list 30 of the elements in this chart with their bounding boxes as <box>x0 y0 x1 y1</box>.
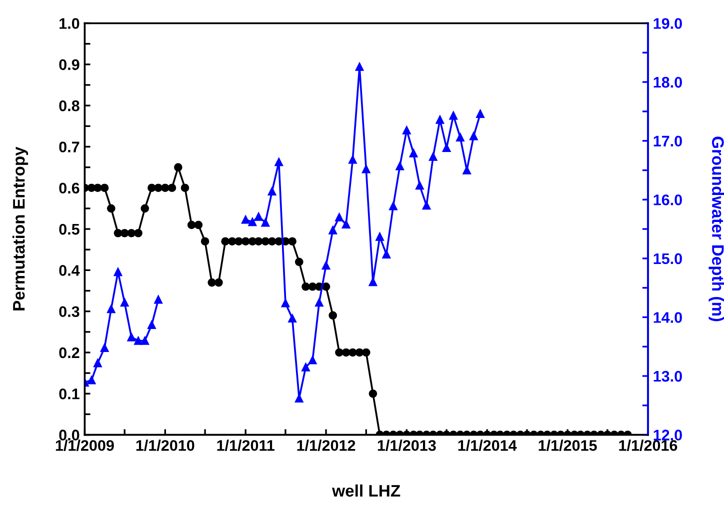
y2-tick-label: 15.0 <box>654 253 682 264</box>
y-axis-title: Permutation Entropy <box>12 146 28 310</box>
y2-tick-label: 17.0 <box>654 136 682 147</box>
y2-tick-label: 13.0 <box>654 370 682 382</box>
y-tick-label: 1.0 <box>60 18 80 29</box>
y2-tick-label: 16.0 <box>654 194 682 206</box>
y-tick-label: 0.6 <box>59 182 80 194</box>
y-tick-label: 0.0 <box>59 430 80 440</box>
y-tick-label: 0.7 <box>59 142 80 152</box>
y-tick-label: 0.4 <box>59 265 80 276</box>
x-tick-label: 1/1/2012 <box>297 440 356 452</box>
x-tick-label: 1/1/2009 <box>56 440 114 452</box>
y2-axis-title: Groundwater Depth (m) <box>708 136 724 322</box>
y-tick-label: 0.3 <box>59 306 80 318</box>
x-tick-label: 1/1/2016 <box>619 440 678 452</box>
y-tick-label: 0.1 <box>59 388 80 400</box>
x-axis-title: well LHZ <box>332 484 400 497</box>
x-tick-label: 1/1/2014 <box>458 440 517 452</box>
x-tick-label: 1/1/2013 <box>378 440 436 452</box>
x-tick-label: 1/1/2011 <box>217 440 274 452</box>
y-tick-label: 0.8 <box>59 100 80 112</box>
y2-tick-label: 19.0 <box>654 18 682 29</box>
x-tick-label: 1/1/2010 <box>136 440 194 452</box>
y2-tick-label: 18.0 <box>654 76 682 88</box>
y-tick-label: 0.2 <box>59 347 80 358</box>
y-tick-label: 0.5 <box>59 224 80 235</box>
y2-tick-label: 14.0 <box>654 312 682 323</box>
x-tick-label: 1/1/2015 <box>538 440 597 452</box>
y2-tick-label: 12.0 <box>654 430 682 440</box>
y-tick-label: 0.9 <box>59 59 80 70</box>
